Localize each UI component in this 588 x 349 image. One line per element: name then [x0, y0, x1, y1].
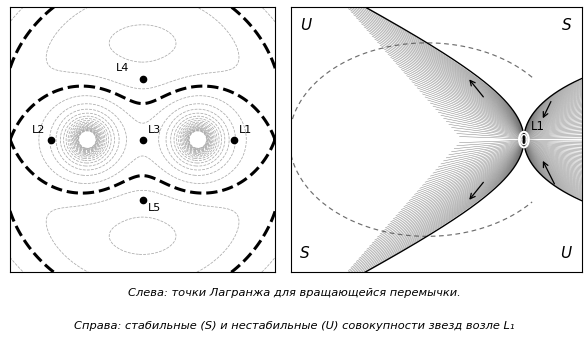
Text: U: U: [560, 246, 572, 261]
Text: L1: L1: [239, 125, 252, 135]
Text: U: U: [300, 18, 311, 33]
Text: L4: L4: [116, 63, 129, 73]
Text: L2: L2: [32, 125, 45, 135]
Text: L5: L5: [148, 202, 161, 213]
Text: Слева: точки Лагранжа для вращающейся перемычки.: Слева: точки Лагранжа для вращающейся пе…: [128, 288, 460, 298]
Text: Справа: стабильные (S) и нестабильные (U) совокупности звезд возле L₁: Справа: стабильные (S) и нестабильные (U…: [74, 321, 514, 331]
Text: S: S: [562, 18, 572, 33]
Text: L1: L1: [531, 120, 545, 133]
Text: S: S: [300, 246, 309, 261]
Text: L3: L3: [148, 125, 161, 135]
